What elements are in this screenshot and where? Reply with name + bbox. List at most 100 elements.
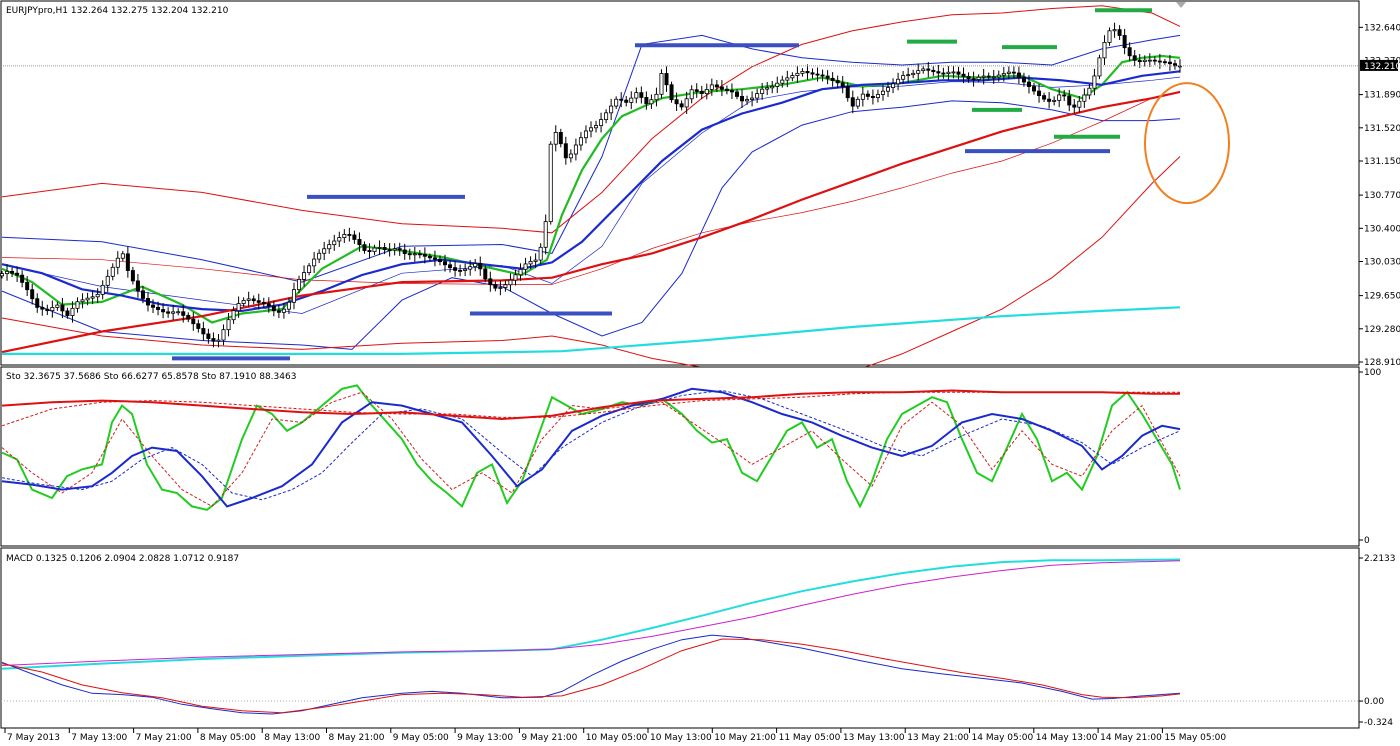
candle-body <box>443 261 448 266</box>
candle-body <box>1112 29 1117 32</box>
indicator-line <box>1 634 1181 715</box>
candle-body <box>1107 30 1112 43</box>
candle-body <box>1052 99 1057 102</box>
candle-body <box>528 261 533 265</box>
indicator-line <box>1 384 1181 511</box>
y-tick-label: 0.00 <box>1364 697 1384 707</box>
candle-body <box>65 310 70 316</box>
y-tick-label: 130.400 <box>1364 224 1400 234</box>
candle-body <box>523 263 528 270</box>
candle-body <box>337 237 342 242</box>
candle-body <box>95 293 100 298</box>
candle-body <box>407 253 412 256</box>
candle-body <box>75 301 80 309</box>
candle-body <box>679 103 684 108</box>
candle-body <box>840 82 845 87</box>
x-tick-label: 10 May 21:00 <box>714 733 776 743</box>
candle-body <box>1021 77 1026 83</box>
macd-y-axis: 2.2133 0.00 -0.324 <box>1359 554 1396 728</box>
candle-body <box>493 284 498 289</box>
candle-body <box>216 339 221 342</box>
candle-body <box>1152 59 1157 62</box>
moving-average-line <box>2 306 1181 355</box>
stochastic-y-axis: 100 0 <box>1359 368 1381 546</box>
candle-body <box>1026 81 1031 87</box>
candle-body <box>478 263 483 270</box>
candle-body <box>795 72 800 76</box>
candle-body <box>100 284 105 295</box>
candle-body <box>664 73 669 86</box>
x-tick-label: 10 May 13:00 <box>650 733 712 743</box>
candle-body <box>634 92 639 99</box>
candle-body <box>186 314 191 320</box>
candle-body <box>538 246 543 261</box>
x-tick-label: 7 May 21:00 <box>136 733 192 743</box>
x-tick-label: 8 May 21:00 <box>329 733 385 743</box>
candle-body <box>1011 71 1016 74</box>
candle-body <box>256 300 261 303</box>
candle-body <box>191 318 196 325</box>
candle-body <box>135 280 140 292</box>
candle-body <box>1001 73 1006 76</box>
candle-body <box>45 308 50 312</box>
candle-body <box>402 249 407 255</box>
orange-ellipse-highlight <box>1144 82 1230 205</box>
price-panel: EURJPYpro,H1 132.264 132.275 132.204 132… <box>0 0 1400 382</box>
candle-body <box>266 303 271 307</box>
y-tick-label: 130.030 <box>1364 258 1400 268</box>
candle-body <box>1092 75 1097 89</box>
candle-body <box>1097 57 1102 77</box>
x-tick-label: 8 May 13:00 <box>264 733 320 743</box>
candle-body <box>286 301 291 310</box>
candle-body <box>855 98 860 107</box>
candle-body <box>916 70 921 74</box>
time-x-axis: 7 May 2013 7 May 13:00 7 May 21:00 8 May 05… <box>4 728 1226 743</box>
candle-body <box>755 93 760 99</box>
candle-body <box>513 274 518 281</box>
candle-body <box>1142 59 1147 62</box>
candle-body <box>956 71 961 75</box>
y-tick-label: 129.650 <box>1364 292 1400 302</box>
candle-body <box>714 84 719 88</box>
candle-body <box>845 86 850 99</box>
last-price-label: 132.210 <box>1364 62 1400 72</box>
candle-body <box>704 88 709 95</box>
candle-body <box>533 259 538 262</box>
candle-body <box>891 83 896 88</box>
candle-body <box>1072 104 1077 108</box>
candle-body <box>55 304 60 308</box>
candle-body <box>911 72 916 76</box>
candle-body <box>563 143 568 159</box>
candle-body <box>412 253 417 256</box>
candle-body <box>417 253 422 256</box>
x-tick-label: 14 May 05:00 <box>972 733 1034 743</box>
candle-body <box>573 144 578 155</box>
band-upper-line <box>1 34 1181 283</box>
candle-body <box>765 87 770 90</box>
candle-body <box>508 279 513 286</box>
candle-body <box>110 266 115 277</box>
candle-body <box>684 98 689 108</box>
candle-body <box>870 95 875 99</box>
candle-body <box>604 112 609 121</box>
candle-body <box>80 299 85 303</box>
price-y-axis: 132.640 131.890 131.520 131.150 130.770 130.4… <box>1359 23 1400 368</box>
candle-body <box>382 247 387 251</box>
candle-body <box>674 99 679 105</box>
x-tick-label: 11 May 05:00 <box>779 733 841 743</box>
candle-body <box>453 267 458 271</box>
candle-body <box>825 75 830 79</box>
candle-body <box>211 338 216 342</box>
candle-body <box>729 90 734 93</box>
x-tick-label: 7 May 13:00 <box>71 733 127 743</box>
candle-body <box>1127 47 1132 57</box>
candle-body <box>20 274 25 283</box>
candle-body <box>1087 87 1092 96</box>
indicator-line <box>1 389 1181 501</box>
candle-body <box>906 74 911 77</box>
candle-body <box>815 73 820 76</box>
candle-body <box>850 97 855 107</box>
candle-body <box>1067 95 1072 106</box>
candle-body <box>25 281 30 291</box>
candle-body <box>281 308 286 313</box>
